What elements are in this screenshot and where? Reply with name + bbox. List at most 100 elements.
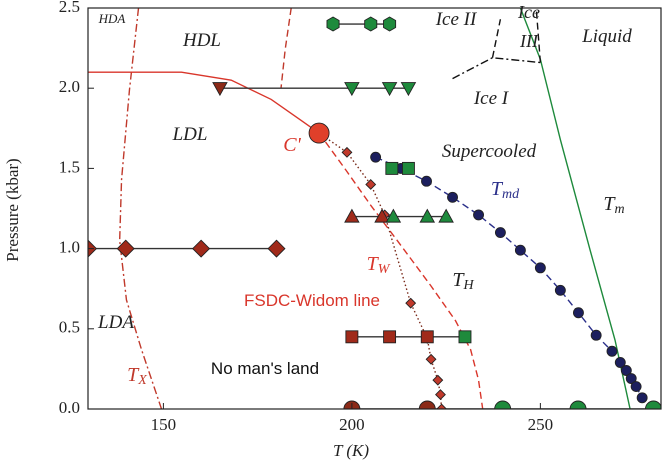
marker: [421, 175, 432, 187]
annotation: III: [519, 31, 539, 51]
annotation-text: C': [283, 134, 301, 156]
annotation-text: T: [127, 364, 140, 386]
marker: [534, 262, 546, 274]
y-axis-label: Pressure (kbar): [3, 158, 22, 261]
marker: [267, 239, 286, 258]
y-tick-label: 0.0: [59, 398, 80, 417]
marker: [636, 392, 648, 404]
annotation-subscript: W: [378, 262, 391, 277]
marker: [425, 353, 437, 365]
marker: [383, 16, 397, 32]
marker: [432, 374, 444, 386]
marker: [385, 208, 402, 223]
marker: [435, 389, 446, 401]
annotation-text: HDA: [98, 11, 126, 26]
annotation: Ice: [517, 2, 540, 22]
annotation-text: FSDC-Widom line: [244, 291, 380, 310]
marker: [438, 208, 454, 223]
x-axis-label: T (K): [333, 441, 369, 460]
y-tick-label: 1.5: [59, 157, 80, 176]
y-tick-label: 2.5: [59, 0, 80, 16]
annotation-text: No man's land: [211, 359, 319, 378]
marker: [645, 400, 661, 409]
y-tick-label: 2.0: [59, 77, 80, 96]
series-line: [88, 71, 320, 134]
plot-frame: [87, 7, 662, 410]
marker: [116, 239, 135, 258]
series-line: [318, 132, 484, 409]
annotation: Tm: [603, 193, 624, 218]
marker: [381, 82, 398, 97]
marker: [374, 208, 390, 223]
marker: [418, 400, 436, 409]
marker: [569, 400, 587, 409]
marker: [344, 208, 360, 223]
annotation-subscript: H: [463, 278, 475, 293]
annotation-text: T: [452, 269, 465, 291]
annotation-text: III: [519, 31, 539, 51]
annotation-text: LDA: [97, 312, 134, 333]
marker: [614, 357, 626, 368]
marker: [419, 208, 436, 223]
annotation: Tmd: [491, 178, 520, 203]
marker: [345, 330, 359, 344]
marker: [514, 244, 526, 256]
annotation-subscript: m: [615, 202, 625, 217]
annotation-subscript: md: [502, 187, 520, 202]
series-line: [118, 8, 163, 409]
annotation: Supercooled: [442, 141, 537, 162]
annotation-text: Ice I: [473, 88, 510, 109]
y-tick-label: 0.5: [59, 318, 80, 337]
series-line: [519, 8, 631, 409]
annotation-text: T: [603, 193, 616, 215]
marker: [494, 227, 506, 239]
annotation: Ice I: [473, 88, 510, 109]
marker: [606, 345, 618, 357]
marker: [630, 381, 642, 392]
annotation-text: T: [491, 178, 504, 200]
marker: [308, 122, 330, 144]
annotation-text: T: [367, 253, 380, 275]
annotation: TX: [127, 364, 147, 389]
x-tick-label: 250: [528, 415, 554, 434]
marker: [436, 403, 448, 409]
annotation-subscript: X: [137, 373, 147, 388]
series-line: [280, 8, 292, 89]
marker: [590, 329, 602, 341]
marker: [370, 151, 382, 163]
marker: [625, 373, 637, 384]
marker: [620, 365, 632, 376]
annotation: No man's land: [211, 359, 319, 378]
annotation-text: Liquid: [581, 26, 632, 47]
marker: [383, 330, 397, 344]
annotation: FSDC-Widom line: [244, 291, 380, 310]
plot: [88, 8, 661, 409]
annotation-text: Ice II: [435, 9, 478, 30]
annotation: LDL: [172, 124, 208, 145]
marker: [447, 191, 458, 203]
marker: [458, 330, 472, 344]
marker: [385, 161, 399, 175]
series-line: [535, 8, 542, 63]
marker: [364, 16, 378, 32]
series-line: [452, 57, 541, 80]
marker: [344, 82, 360, 97]
annotation: TH: [452, 269, 474, 294]
marker: [400, 82, 417, 97]
marker: [473, 209, 484, 221]
marker: [341, 146, 353, 158]
marker: [572, 307, 584, 319]
marker: [405, 297, 417, 309]
x-tick-label: 150: [151, 415, 177, 434]
marker: [365, 179, 377, 190]
y-tick-label: 1.0: [59, 238, 80, 257]
annotation-text: HDL: [182, 30, 221, 51]
annotation-text: Ice: [517, 2, 540, 22]
annotation: TW: [367, 253, 391, 278]
series-line: [318, 132, 443, 409]
annotation: C': [283, 134, 301, 156]
marker: [494, 400, 512, 409]
annotation: Ice II: [435, 9, 478, 30]
annotation: LDA: [97, 312, 134, 333]
